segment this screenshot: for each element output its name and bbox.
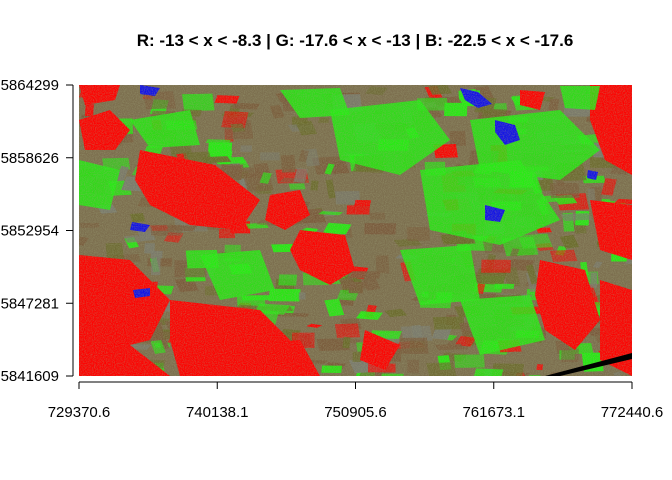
- x-tick-label: 772440.6: [601, 404, 664, 421]
- y-tick-label: 5858626: [1, 150, 59, 167]
- y-tick-label: 5841609: [1, 368, 59, 385]
- y-tick-label: 5864299: [1, 77, 59, 94]
- y-tick-label: 5852954: [1, 223, 59, 240]
- x-tick-label: 761673.1: [462, 404, 525, 421]
- raster-speckle: [79, 85, 632, 376]
- field-patch: [529, 374, 541, 376]
- data-edge-black-strip: [545, 353, 632, 376]
- raster-image: [79, 85, 632, 376]
- x-tick-label: 750905.6: [324, 404, 387, 421]
- y-axis: 5841609 5847281 5852954 5858626 5864299: [1, 77, 74, 385]
- x-axis: 729370.6 740138.1 750905.6 761673.1 772440.6: [48, 381, 664, 421]
- x-tick-label: 740138.1: [186, 404, 249, 421]
- y-tick-label: 5847281: [1, 295, 59, 312]
- x-tick-label: 729370.6: [48, 404, 111, 421]
- plot-title: R: -13 < x < -8.3 | G: -17.6 < x < -13 |…: [137, 31, 574, 50]
- field-patch: [631, 106, 632, 108]
